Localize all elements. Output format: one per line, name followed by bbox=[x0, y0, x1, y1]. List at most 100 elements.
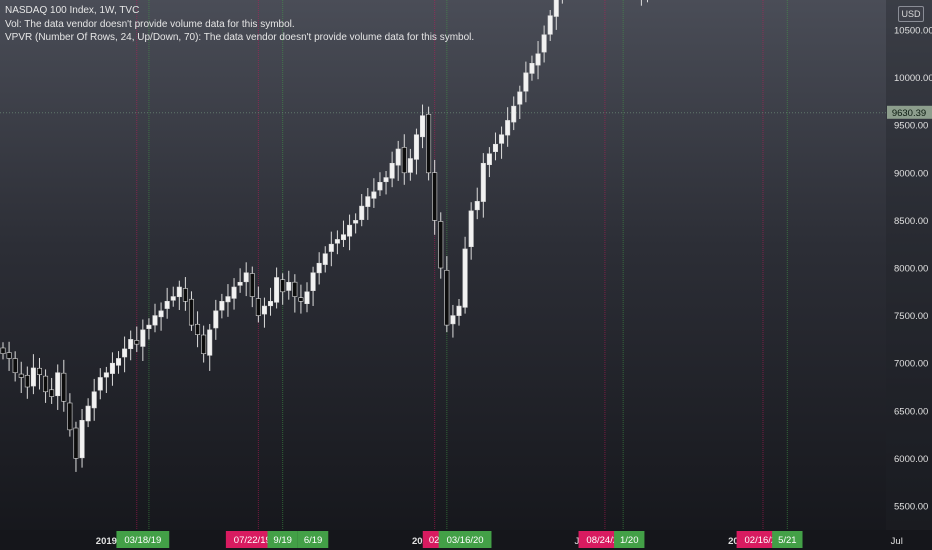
candle-body bbox=[12, 358, 18, 374]
candle-body bbox=[195, 323, 201, 335]
candle-body bbox=[480, 162, 486, 202]
candle-body bbox=[255, 298, 261, 316]
candle-body bbox=[122, 348, 128, 358]
y-tick-label: 8500.00 bbox=[894, 216, 928, 227]
candle-body bbox=[280, 279, 286, 293]
candle-body bbox=[170, 296, 176, 301]
candle-body bbox=[359, 205, 365, 220]
candle-body bbox=[389, 162, 395, 179]
date-marker-label: 1/20 bbox=[620, 535, 639, 546]
candle-body bbox=[450, 315, 456, 325]
date-marker-label: 03/18/19 bbox=[124, 535, 161, 546]
y-tick-label: 5500.00 bbox=[894, 502, 928, 513]
y-tick-label: 10500.00 bbox=[894, 26, 932, 37]
candle-body bbox=[176, 286, 182, 298]
candle-body bbox=[249, 273, 255, 297]
candle-body bbox=[231, 286, 237, 299]
candle-body bbox=[219, 301, 225, 311]
candle-body bbox=[146, 324, 152, 329]
candle-body bbox=[316, 262, 322, 274]
candle-body bbox=[377, 182, 383, 191]
candle-body bbox=[401, 147, 407, 174]
candle-body bbox=[541, 34, 547, 53]
candle-body bbox=[225, 296, 231, 303]
candle-body bbox=[207, 329, 213, 356]
candle-body bbox=[505, 120, 511, 136]
volume-indicator-label[interactable]: Vol: The data vendor doesn't provide vol… bbox=[5, 18, 295, 30]
candle-body bbox=[334, 239, 340, 244]
date-marker-label: 03/16/20 bbox=[447, 535, 484, 546]
y-tick-label: 6500.00 bbox=[894, 406, 928, 417]
candle-body bbox=[18, 373, 24, 378]
candle-body bbox=[340, 234, 346, 241]
price-tag-label: 9630.39 bbox=[892, 108, 926, 119]
candle-body bbox=[30, 367, 36, 387]
date-marker-tag bbox=[438, 531, 492, 548]
candle-body bbox=[109, 362, 115, 374]
candle-body bbox=[328, 243, 334, 252]
candle-body bbox=[529, 63, 535, 74]
candle-body bbox=[395, 148, 401, 166]
date-marker-label: 5/21 bbox=[778, 535, 797, 546]
candle-body bbox=[468, 210, 474, 247]
candle-body bbox=[474, 201, 480, 211]
candle-body bbox=[286, 281, 292, 291]
price-axis bbox=[886, 0, 932, 550]
date-marker-label: 07/22/19 bbox=[234, 535, 271, 546]
date-marker-label: 6/19 bbox=[304, 535, 323, 546]
candle-body bbox=[274, 277, 280, 303]
candle-body bbox=[511, 105, 517, 123]
candle-body bbox=[444, 269, 450, 326]
price-tag bbox=[887, 105, 932, 119]
currency-button[interactable]: USD bbox=[898, 6, 924, 22]
vpvr-indicator-label[interactable]: VPVR (Number Of Rows, 24, Up/Down, 70): … bbox=[5, 32, 475, 43]
candle-body bbox=[49, 389, 55, 397]
candle-body bbox=[24, 374, 30, 388]
candle-body bbox=[128, 339, 134, 350]
candle-body bbox=[103, 372, 109, 378]
candle-body bbox=[188, 298, 194, 326]
candle-body bbox=[426, 113, 432, 174]
candle-body bbox=[499, 134, 505, 144]
candle-body bbox=[432, 172, 438, 221]
date-marker-tag bbox=[614, 531, 645, 548]
x-tick-label: 2020 bbox=[412, 536, 433, 547]
x-tick-label: 2019 bbox=[96, 536, 117, 547]
symbol-title[interactable]: NASDAQ 100 Index, 1W, TVC bbox=[5, 5, 140, 16]
candle-body bbox=[523, 72, 529, 92]
candle-body bbox=[237, 281, 243, 286]
candle-body bbox=[438, 221, 444, 269]
candle-body bbox=[553, 0, 559, 17]
candle-body bbox=[134, 340, 140, 345]
candle-body bbox=[61, 372, 67, 402]
candle-body bbox=[298, 297, 304, 302]
candle-body bbox=[407, 158, 413, 173]
candle-body bbox=[85, 405, 91, 422]
date-marker-tag bbox=[267, 531, 298, 548]
y-tick-label: 9000.00 bbox=[894, 168, 928, 179]
candle-body bbox=[73, 427, 79, 459]
candle-body bbox=[517, 91, 523, 105]
date-marker-tag bbox=[116, 531, 170, 548]
candle-body bbox=[365, 196, 371, 207]
candle-body bbox=[420, 115, 426, 138]
candle-body bbox=[97, 377, 103, 391]
date-marker-label: 08/24/20 bbox=[586, 535, 623, 546]
candle-body bbox=[164, 301, 170, 309]
candle-body bbox=[79, 420, 85, 459]
y-tick-label: 10000.00 bbox=[894, 73, 932, 84]
y-tick-label: 8000.00 bbox=[894, 264, 928, 275]
candle-body bbox=[43, 375, 49, 393]
candle-body bbox=[486, 153, 492, 166]
candle-body bbox=[304, 291, 310, 304]
candle-body bbox=[492, 143, 498, 152]
candle-body bbox=[36, 367, 42, 375]
y-tick-label: 7500.00 bbox=[894, 311, 928, 322]
date-marker-tag bbox=[225, 531, 279, 548]
candle-body bbox=[353, 220, 359, 224]
candle-body bbox=[347, 224, 353, 237]
candle-body bbox=[383, 177, 389, 183]
candle-body bbox=[292, 281, 298, 297]
